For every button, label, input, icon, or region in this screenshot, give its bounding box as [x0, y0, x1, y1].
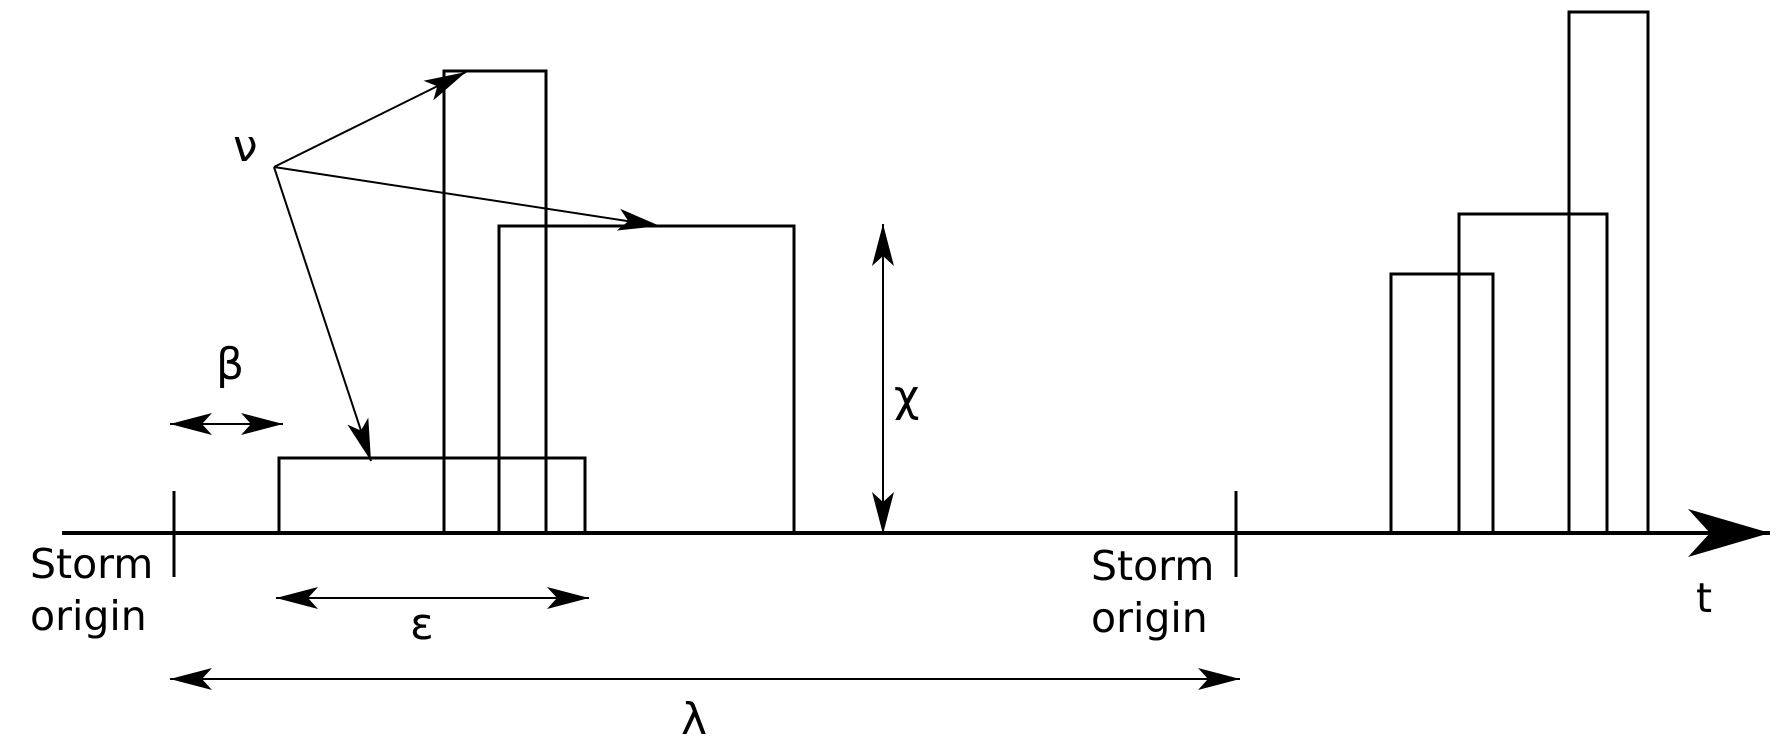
pulse-6	[1567, 10, 1650, 535]
pulse-4	[1389, 272, 1495, 535]
storm-origin-2-label-line2: origin	[1091, 594, 1208, 642]
pulse-1	[277, 456, 587, 535]
epsilon-label: ε	[410, 599, 434, 650]
lambda-label: λ	[681, 694, 707, 745]
nu-arrow-1	[273, 71, 467, 168]
nu-arrow-3	[273, 166, 372, 462]
storm-origin-2-label-line1: Storm	[1091, 542, 1214, 590]
storm-origin-1-label-line1: Storm	[30, 540, 153, 588]
nu-arrow-2	[273, 166, 661, 231]
pulse-5	[1457, 212, 1609, 535]
pulse-3	[497, 224, 796, 535]
pulse-2	[442, 69, 548, 535]
nu-label: ν	[233, 121, 258, 172]
chi-label: χ	[894, 371, 919, 422]
beta-label: β	[216, 339, 244, 390]
time-axis-label: t	[1696, 574, 1712, 622]
storm-origin-1-label-line2: origin	[30, 592, 147, 640]
